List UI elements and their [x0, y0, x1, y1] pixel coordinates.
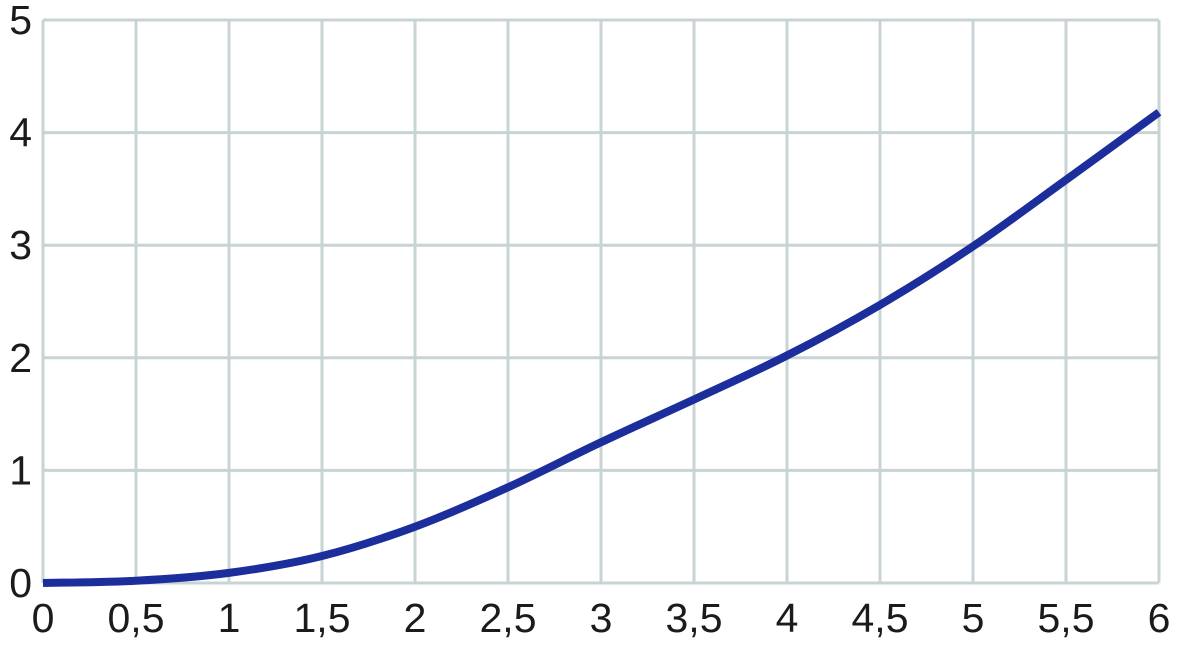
- x-tick-label: 5: [962, 595, 985, 641]
- x-tick-label: 1: [218, 595, 241, 641]
- data-series: [42, 109, 1162, 587]
- x-tick-label: 3: [590, 595, 613, 641]
- x-tick-label: 0,5: [108, 595, 165, 641]
- x-tick-label: 1,5: [294, 595, 351, 641]
- y-tick-label: 3: [9, 222, 32, 268]
- y-tick-label: 2: [9, 335, 32, 381]
- x-tick-label: 4: [776, 595, 799, 641]
- series-curve: [42, 109, 1162, 587]
- y-tick-label: 4: [9, 110, 32, 156]
- x-tick-label: 0: [32, 595, 55, 641]
- x-tick-label: 5,5: [1038, 595, 1095, 641]
- x-tick-label: 3,5: [666, 595, 723, 641]
- y-axis-tick-labels: 0 1 2 3 4 5: [9, 0, 32, 606]
- x-tick-label: 6: [1148, 595, 1171, 641]
- y-tick-label: 1: [9, 447, 32, 493]
- y-tick-label: 5: [9, 0, 32, 43]
- y-tick-label: 0: [9, 560, 32, 606]
- x-tick-label: 4,5: [852, 595, 909, 641]
- gridlines: [41, 18, 1161, 585]
- x-axis-tick-labels: 0 0,5 1 1,5 2 2,5 3 3,5 4 4,5 5 5,5 6: [32, 595, 1171, 641]
- x-tick-label: 2,5: [480, 595, 537, 641]
- x-tick-label: 2: [404, 595, 427, 641]
